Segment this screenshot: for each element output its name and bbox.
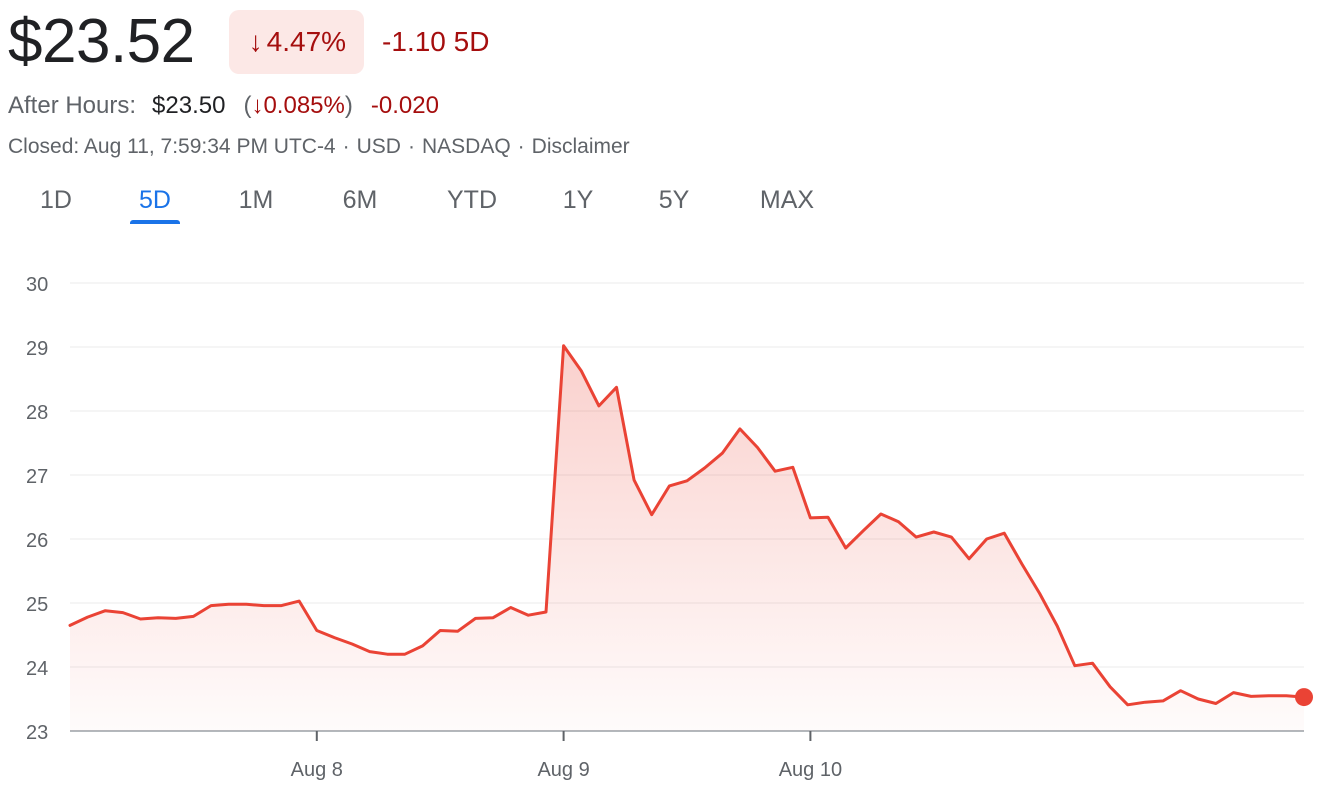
tab-1y[interactable]: 1Y	[554, 178, 602, 226]
y-tick-label: 23	[26, 722, 48, 744]
exchange: NASDAQ	[421, 135, 511, 158]
tab-max[interactable]: MAX	[746, 178, 828, 226]
after-hours-price: $23.50	[152, 92, 226, 119]
series-area	[70, 345, 1304, 731]
current-price: $23.52	[8, 7, 195, 76]
y-tick-label: 29	[26, 338, 48, 360]
y-tick-label: 30	[26, 274, 48, 296]
tab-1d[interactable]: 1D	[30, 178, 82, 226]
change-percent-badge: ↓ 4.47%	[228, 10, 365, 74]
change-period: 5D	[453, 26, 490, 57]
separator-dot: ·	[407, 135, 415, 158]
series-line	[68, 344, 1306, 707]
tab-label: 1M	[238, 186, 274, 214]
tab-label: 1D	[40, 186, 72, 214]
y-tick-label: 26	[26, 530, 48, 552]
tab-label: 6M	[342, 186, 378, 214]
down-arrow-icon: ↓	[248, 26, 263, 57]
tab-label: YTD	[447, 186, 497, 214]
y-tick-label: 27	[26, 466, 48, 488]
tab-label: 5D	[139, 186, 171, 214]
change-amount-value: -1.10	[382, 26, 446, 57]
after-hours-change: -0.020	[370, 92, 439, 119]
tab-ytd[interactable]: YTD	[436, 178, 508, 226]
last-point-marker	[1295, 688, 1313, 707]
tab-label: MAX	[759, 186, 815, 214]
after-hours-percent-value: 0.085%	[263, 92, 345, 119]
currency: USD	[356, 135, 401, 158]
change-percent: 4.47%	[266, 26, 347, 57]
market-status-row: Closed: Aug 11, 7:59:34 PM UTC-4 · USD ·…	[8, 132, 630, 162]
after-hours-label: After Hours:	[8, 92, 137, 119]
x-tick-label: Aug 10	[779, 759, 842, 781]
tab-5d[interactable]: 5D	[130, 178, 180, 226]
active-tab-indicator	[130, 220, 180, 224]
change-amount: -1.10 5D	[382, 26, 489, 58]
range-tabs: 1D 5D 1M 6M YTD 1Y 5Y MAX	[0, 178, 900, 228]
after-hours-percent: (↓0.085%)	[243, 92, 353, 119]
y-tick-label: 25	[26, 594, 48, 616]
separator-dot: ·	[342, 135, 350, 158]
y-tick-label: 28	[26, 402, 48, 424]
after-hours-row: After Hours: $23.50 (↓0.085%) -0.020	[8, 88, 439, 124]
price-header: $23.52 ↓ 4.47% -1.10 5D	[8, 4, 489, 80]
down-arrow-icon: ↓	[251, 92, 264, 119]
tab-label: 5Y	[658, 186, 690, 214]
x-tick-label: Aug 8	[291, 759, 343, 781]
tab-label: 1Y	[562, 186, 594, 214]
separator-dot: ·	[517, 135, 525, 158]
tab-1m[interactable]: 1M	[228, 178, 284, 226]
x-tick-label: Aug 9	[537, 759, 589, 781]
tab-6m[interactable]: 6M	[330, 178, 390, 226]
disclaimer-link[interactable]: Disclaimer	[531, 135, 630, 158]
closed-timestamp: Closed: Aug 11, 7:59:34 PM UTC-4	[8, 135, 336, 158]
y-tick-label: 24	[26, 658, 48, 680]
tab-5y[interactable]: 5Y	[648, 178, 700, 226]
